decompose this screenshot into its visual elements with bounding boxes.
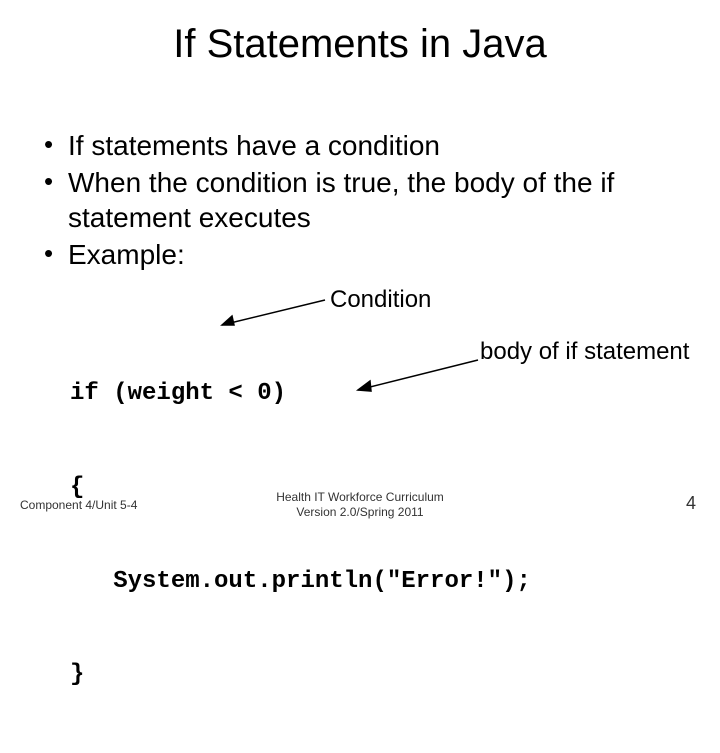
code-line-3: System.out.println("Error!");: [70, 566, 531, 597]
bullet-list: If statements have a condition When the …: [38, 128, 678, 274]
bullet-1: If statements have a condition: [38, 128, 678, 163]
bullet-3: Example:: [38, 237, 678, 272]
slide-title: If Statements in Java: [0, 22, 720, 67]
code-line-4: }: [70, 659, 531, 690]
arrow-body: [346, 356, 486, 396]
body-label: body of if statement: [480, 338, 689, 366]
page-number: 4: [686, 493, 696, 514]
footer-center: Health IT Workforce Curriculum Version 2…: [0, 490, 720, 520]
bullet-2: When the condition is true, the body of …: [38, 165, 678, 235]
footer-center-line1: Health IT Workforce Curriculum: [0, 490, 720, 505]
footer-center-line2: Version 2.0/Spring 2011: [0, 505, 720, 520]
condition-label: Condition: [330, 286, 431, 314]
slide: If Statements in Java If statements have…: [0, 0, 720, 540]
